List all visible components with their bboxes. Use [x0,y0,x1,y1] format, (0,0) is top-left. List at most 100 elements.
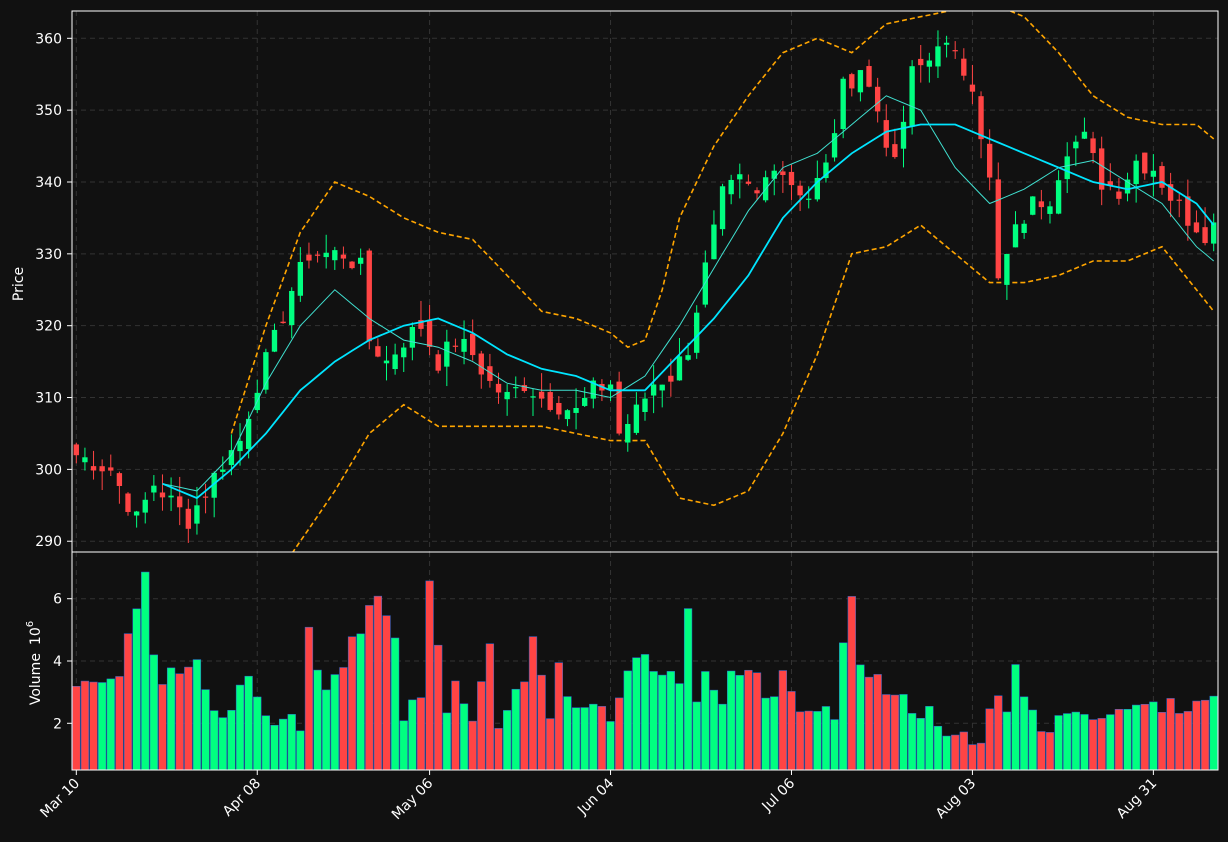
volume-bar [968,744,977,771]
price-tick-label: 310 [35,391,62,407]
candle-body [90,466,97,471]
volume-bar [511,688,520,771]
candle-body [1099,148,1105,190]
volume-bar [115,676,124,771]
volume-bar [623,670,632,771]
candle-body [133,511,140,516]
volume-bar [390,637,400,771]
candle-body [564,410,571,420]
candle-body [289,290,295,326]
candle-body [1030,196,1036,215]
candle-body [1167,184,1174,201]
candle-body [82,457,88,463]
candle-body [668,375,674,382]
volume-bar [192,659,202,771]
volume-bar [589,703,598,771]
volume-tick-label: 2 [53,716,62,732]
volume-bar [399,720,408,771]
candle-body [1124,179,1131,194]
candle-body [521,385,528,392]
volume-bar [1097,718,1106,771]
sma-10-line [162,95,1215,492]
candle-body [866,66,872,87]
candle-body [159,492,166,498]
volume-bar [218,717,227,771]
candle-body [487,366,493,381]
volume-bar [416,697,426,771]
candle-body [1159,166,1165,188]
candle-body [116,473,123,487]
candle-body [125,493,131,512]
candle-body [332,250,338,261]
volume-bar [1183,711,1192,771]
price-grid [72,11,1218,552]
candle-body [590,380,596,399]
candle-body [314,254,321,256]
candle-body [659,384,665,391]
volume-bar [701,671,710,771]
volume-bar [304,626,314,771]
volume-bar [959,731,968,771]
volume-bar [606,721,615,771]
candle-body [823,162,829,179]
candle-body [831,133,838,158]
volume-bar [253,696,262,771]
volume-bar [1157,712,1167,771]
candle-body [1064,156,1070,180]
candle-body [297,261,304,296]
volume-bar [666,671,675,771]
price-tick-label: 340 [35,175,62,191]
candle-body [323,252,329,258]
volume-axis-label-base: 10 [28,627,44,645]
date-tick-label: Apr 08 [220,776,264,820]
volume-axis-label-exponent: 6 [25,621,36,627]
bollinger-bands [230,11,1215,552]
candle-body [1193,222,1200,233]
candle-body [418,320,424,329]
volume-bar [735,675,744,771]
candle-body [194,505,200,524]
candle-body [694,312,700,353]
volume-bar [184,666,193,771]
candle-body [573,408,579,413]
candle-body [211,472,217,498]
candle-body [1211,222,1217,244]
volume-bar [503,710,512,771]
candle-body [737,174,743,180]
volume-bar [485,643,495,771]
volume-bar [442,712,451,771]
volume-bar [322,689,331,771]
candle-body [375,346,381,357]
date-tick-label: Mar 10 [37,776,83,822]
candle-body [676,356,683,381]
volume-bar [563,696,572,771]
candle-body [1202,227,1208,244]
volume-bar [141,571,150,771]
volume-bar [1192,700,1201,771]
candle-body [969,84,976,92]
candle-body [556,402,562,415]
volume-bar [356,633,365,771]
candle-body [151,485,157,493]
candle-body [797,185,803,196]
volume-bar [123,633,133,771]
volume-axis-label-text: Volume [28,653,44,705]
candle-body [935,46,941,67]
bollinger-lower-line [291,224,1215,552]
volume-bar [1140,704,1149,771]
volume-bar [571,707,581,771]
price-axis-label: Price [11,267,27,301]
candle-body [745,181,752,184]
volume-bar [227,710,236,771]
date-tick-label: May 06 [389,775,437,823]
candle-body [1047,206,1053,214]
volume-bar [795,711,805,771]
candle-body [1116,191,1122,199]
candle-body [857,70,864,93]
candle-body [202,496,209,498]
volume-bar [554,662,563,771]
volume-bar [632,657,641,771]
candle-body [271,329,278,352]
candle-body [366,250,372,342]
price-panel-frame [71,10,1219,553]
